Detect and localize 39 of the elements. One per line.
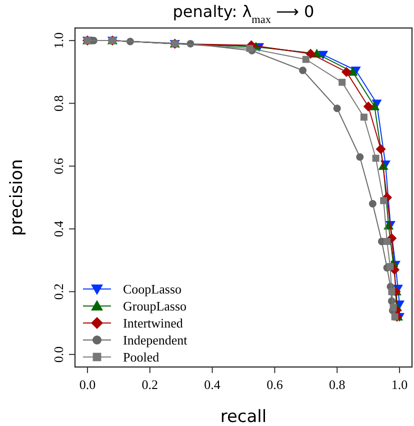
point	[388, 288, 396, 296]
point	[302, 56, 310, 63]
point	[338, 78, 346, 86]
point	[360, 114, 368, 121]
point	[368, 200, 376, 208]
point	[386, 263, 394, 270]
legend-label: GroupLasso	[123, 298, 187, 314]
y-axis-title: precision	[7, 159, 27, 236]
point	[380, 197, 388, 204]
x-tick-label: 1.0	[391, 377, 408, 392]
point	[356, 153, 364, 161]
x-tick-label: 0.2	[142, 377, 158, 392]
legend-label: CoopLasso	[123, 282, 182, 296]
y-tick-label: 1.0	[51, 32, 66, 49]
legend-label: Intertwined	[123, 316, 184, 330]
y-tick-label: 0.8	[51, 95, 66, 112]
point	[384, 238, 391, 245]
point	[341, 66, 352, 77]
legend-label: Independent	[123, 332, 188, 348]
x-tick-label: 0.4	[204, 377, 221, 392]
x-tick-label: 0.0	[79, 377, 96, 392]
x-tick-label: 0.6	[266, 377, 284, 392]
point	[246, 44, 254, 52]
point	[376, 144, 386, 154]
point	[391, 313, 398, 320]
x-axis-title: recall	[220, 407, 267, 426]
y-tick-label: 0.2	[51, 284, 66, 300]
point	[299, 66, 307, 74]
x-tick-label: 0.8	[328, 377, 346, 392]
point	[372, 154, 380, 162]
y-tick-label: 0.4	[51, 220, 66, 238]
point	[390, 304, 397, 311]
y-tick-label: 0.0	[51, 346, 66, 363]
point	[363, 101, 374, 112]
chart-title: penalty: λ$_{max}$ ⟶ 0	[172, 2, 314, 26]
y-tick-label: 0.6	[51, 157, 66, 174]
point	[333, 104, 341, 112]
legend-label: Pooled	[123, 350, 160, 364]
point	[306, 48, 316, 59]
